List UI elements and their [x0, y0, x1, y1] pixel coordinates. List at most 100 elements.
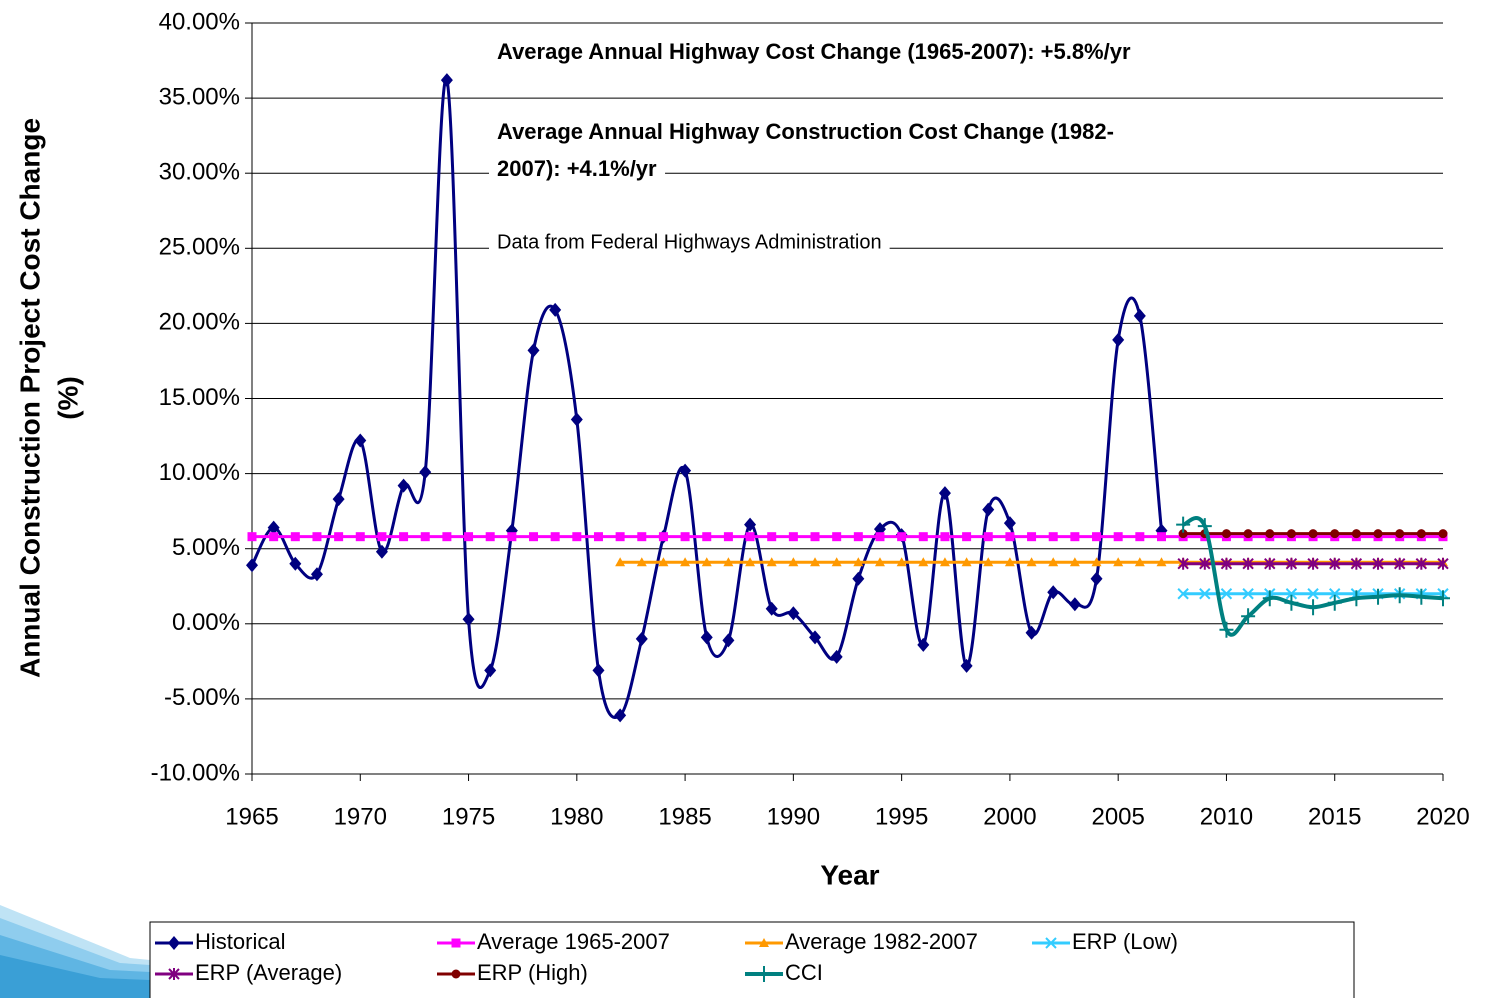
marker [811, 532, 820, 541]
marker [940, 532, 949, 541]
marker [919, 532, 928, 541]
annotations: Average Annual Highway Cost Change (1965… [489, 33, 1139, 259]
marker [1439, 529, 1448, 538]
marker [852, 572, 864, 586]
marker [939, 486, 951, 500]
x-tick-label: 2020 [1416, 803, 1469, 830]
marker [248, 532, 257, 541]
marker [1005, 532, 1014, 541]
marker [1027, 532, 1036, 541]
legend-label: Average 1982-2007 [785, 929, 978, 954]
marker [832, 532, 841, 541]
x-axis-title: Year [820, 859, 879, 890]
marker [854, 532, 863, 541]
marker [421, 532, 430, 541]
marker [724, 532, 733, 541]
annotation: 2007): +4.1%/yr [497, 156, 657, 181]
marker [398, 479, 410, 493]
marker [1069, 597, 1081, 611]
y-tick-label: 30.00% [159, 159, 240, 186]
marker [594, 532, 603, 541]
marker [702, 532, 711, 541]
x-tick-label: 2015 [1308, 803, 1361, 830]
marker [312, 532, 321, 541]
marker [1135, 532, 1144, 541]
marker [528, 343, 540, 357]
marker [1222, 529, 1231, 538]
marker [1070, 532, 1079, 541]
x-tick-label: 1995 [875, 803, 928, 830]
y-tick-label: -5.00% [164, 684, 240, 711]
marker [529, 532, 538, 541]
x-tick-label: 1970 [334, 803, 387, 830]
marker [1417, 529, 1426, 538]
marker [354, 434, 366, 448]
marker [246, 558, 258, 572]
marker [356, 532, 365, 541]
marker [1265, 529, 1274, 538]
marker [1309, 529, 1318, 538]
marker [571, 413, 583, 427]
legend-label: ERP (Average) [195, 960, 342, 985]
marker [1414, 589, 1428, 605]
marker [333, 492, 345, 506]
marker [1026, 626, 1038, 640]
legend-label: Historical [195, 929, 285, 954]
marker [962, 532, 971, 541]
y-tick-label: 5.00% [172, 534, 240, 561]
page: Year Annual Construction Project Cost Ch… [0, 0, 1488, 998]
marker [1091, 572, 1103, 586]
marker [1374, 529, 1383, 538]
marker [616, 532, 625, 541]
y-tick-label: 40.00% [159, 8, 240, 35]
x-tick-label: 2000 [983, 803, 1036, 830]
y-axis-title: (%) [52, 376, 83, 420]
marker [636, 632, 648, 646]
x-tick-label: 1980 [550, 803, 603, 830]
marker [291, 532, 300, 541]
marker [984, 532, 993, 541]
marker [1114, 532, 1123, 541]
marker [464, 532, 473, 541]
y-axis-title: Annual Construction Project Cost Change [14, 118, 45, 678]
legend-label: CCI [785, 960, 823, 985]
x-tick-label: 1985 [658, 803, 711, 830]
marker [551, 532, 560, 541]
x-tick-label: 1975 [442, 803, 495, 830]
marker [1134, 309, 1146, 323]
marker [507, 532, 516, 541]
legend-label: ERP (High) [477, 960, 588, 985]
marker [875, 532, 884, 541]
marker [484, 663, 496, 677]
legend-label: Average 1965-2007 [477, 929, 670, 954]
marker [1287, 529, 1296, 538]
marker [377, 532, 386, 541]
annotation: Data from Federal Highways Administratio… [497, 231, 882, 253]
marker [572, 532, 581, 541]
x-tick-label: 1990 [767, 803, 820, 830]
y-tick-label: 25.00% [159, 234, 240, 261]
y-tick-label: 15.00% [159, 384, 240, 411]
marker [1352, 529, 1361, 538]
marker [592, 663, 604, 677]
marker [452, 970, 461, 979]
marker [1176, 517, 1190, 533]
marker [1157, 532, 1166, 541]
marker [722, 633, 734, 647]
marker [1371, 589, 1385, 605]
x-tick-label: 2010 [1200, 803, 1253, 830]
y-tick-label: 35.00% [159, 83, 240, 110]
x-tick-label: 2005 [1091, 803, 1144, 830]
y-tick-label: -10.00% [151, 759, 240, 786]
marker [269, 532, 278, 541]
marker [1330, 529, 1339, 538]
y-tick-label: 20.00% [159, 309, 240, 336]
annotation: Average Annual Highway Construction Cost… [497, 119, 1114, 144]
marker [659, 532, 668, 541]
marker [1049, 532, 1058, 541]
marker [486, 532, 495, 541]
marker [452, 939, 461, 948]
chart: Year Annual Construction Project Cost Ch… [0, 0, 1488, 998]
marker [679, 464, 691, 478]
marker [789, 532, 798, 541]
